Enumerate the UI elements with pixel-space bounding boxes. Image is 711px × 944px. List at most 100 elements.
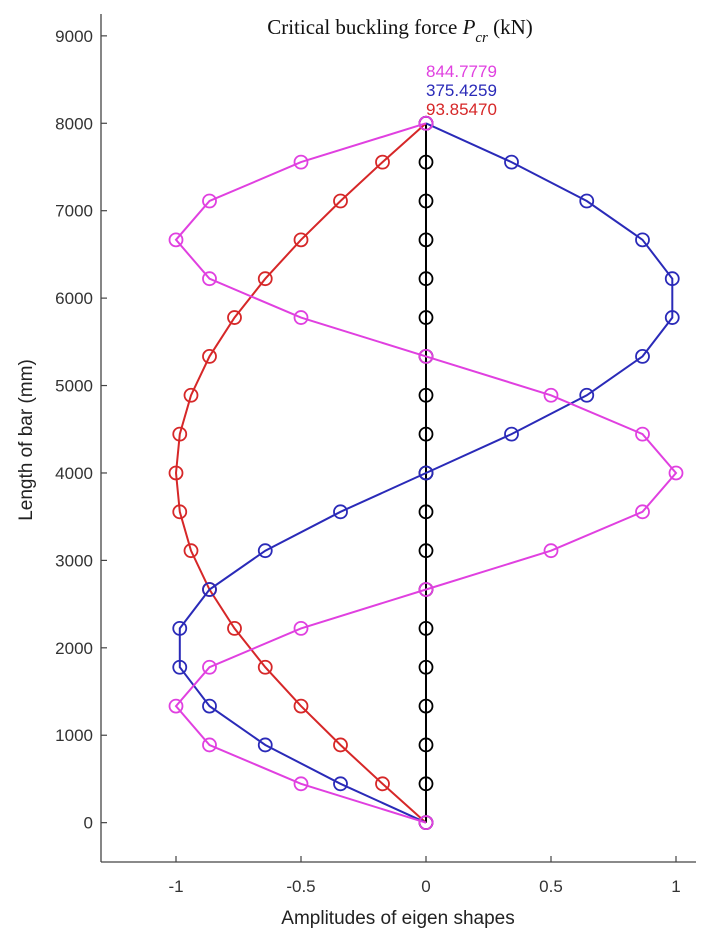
series-3 [168,115,684,831]
data-point [579,193,595,209]
y-tick-label: 4000 [55,464,93,483]
series-layer [168,115,684,831]
data-point [257,737,273,753]
data-point [375,154,390,170]
data-point [333,737,348,753]
y-tick-label: 1000 [55,726,93,745]
data-point [293,776,309,792]
series-1 [168,115,434,831]
data-point [418,232,434,248]
y-tick-label: 5000 [55,377,93,396]
data-point [202,737,217,753]
data-point [202,659,217,675]
x-tick-label: -0.5 [286,877,315,896]
data-point [418,815,434,831]
data-point [293,698,309,714]
x-tick-label: 0.5 [539,877,563,896]
data-point [183,543,199,559]
series-line [174,122,678,824]
data-point [293,310,309,325]
data-point [168,698,184,714]
data-point [418,659,434,675]
data-point [168,465,184,481]
data-point [543,387,559,403]
y-tick-label: 2000 [55,639,93,658]
data-point [664,310,680,325]
title-subscript: cr [475,30,488,46]
data-point [257,271,273,287]
force-label: 844.7779 [426,62,497,81]
y-tick-label: 6000 [55,289,93,308]
title-symbol: P [462,15,476,39]
data-point [333,776,348,792]
data-point [418,426,434,442]
data-point [418,737,434,753]
force-label: 375.4259 [426,81,497,100]
data-point [202,271,217,287]
data-point [202,193,217,209]
data-point [635,349,650,364]
data-point [418,271,434,287]
data-point [293,620,309,636]
title-unit: (kN) [493,15,533,39]
y-tick-label: 8000 [55,114,93,133]
data-point [257,543,273,559]
data-point [418,387,434,403]
data-point [635,504,650,520]
y-axis-label: Length of bar (mm) [16,359,37,521]
data-point [202,582,217,597]
y-tick-label: 3000 [55,551,93,570]
data-point [227,310,242,325]
data-point [418,465,434,481]
chart-title: Critical buckling force Pcr (kN) [267,15,533,46]
force-label: 93.85470 [426,100,497,119]
data-point [227,620,242,636]
data-point [418,115,434,131]
data-point [168,232,184,248]
data-point [418,582,434,597]
y-tick-label: 0 [84,814,93,833]
x-tick-label: 1 [671,877,680,896]
title-main: Critical buckling force [267,15,457,39]
series-line [178,122,674,824]
data-point [375,776,390,792]
data-point [504,426,519,442]
data-point [257,659,273,675]
data-point [293,154,309,170]
data-point [418,776,434,792]
data-point [418,154,434,170]
data-point [543,543,559,559]
data-point [635,426,650,442]
data-point [172,426,188,442]
data-point [418,193,434,209]
data-point [418,620,434,636]
series-line [174,122,427,824]
data-point [202,698,217,714]
x-tick-label: -1 [168,877,183,896]
y-tick-label: 9000 [55,27,93,46]
data-point [333,504,348,520]
data-point [172,659,188,675]
data-point [635,232,650,248]
data-point [418,698,434,714]
y-tick-label: 7000 [55,202,93,221]
data-point [293,232,309,248]
x-tick-label: 0 [421,877,430,896]
data-point [418,543,434,559]
data-point [664,271,680,287]
data-point [418,349,434,364]
data-point [579,387,595,403]
data-point [172,620,188,636]
data-point [172,504,188,520]
data-point [418,310,434,325]
data-point [333,193,348,209]
data-point [183,387,199,403]
data-point [418,504,434,520]
data-point [668,465,684,481]
x-axis-label: Amplitudes of eigen shapes [281,908,514,929]
data-point [504,154,519,170]
axes: 0 1000 2000 3000 4000 5000 6000 7000 8000 9000 -1 -… [55,14,696,896]
